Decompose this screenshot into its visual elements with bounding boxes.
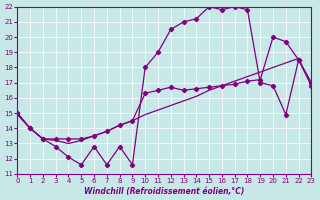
X-axis label: Windchill (Refroidissement éolien,°C): Windchill (Refroidissement éolien,°C) — [84, 187, 244, 196]
